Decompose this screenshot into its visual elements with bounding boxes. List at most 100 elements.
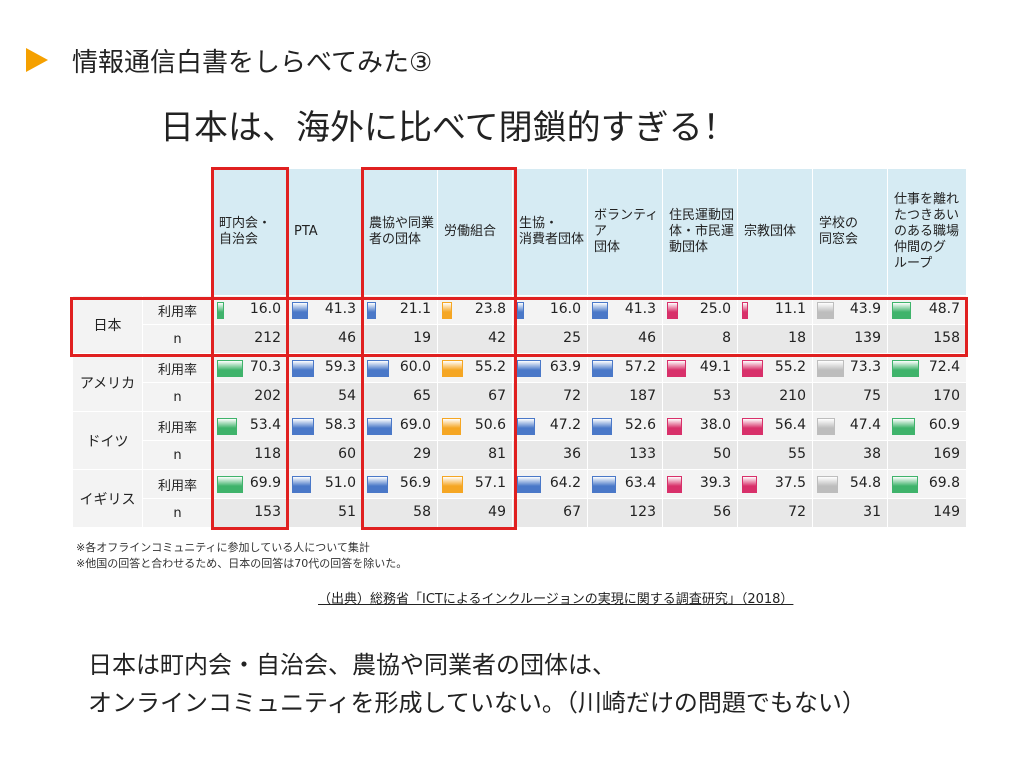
rate-bar [367,476,388,493]
n-value: 210 [779,388,806,404]
table-row: イギリス 利用率 69.9 51.0 56.9 57.1 64.2 63.4 39.3 37.5 5… [72,469,967,528]
rate-bar [517,418,535,435]
n-value: 46 [338,330,356,346]
n-value: 55 [788,446,806,462]
rate-value: 52.6 [624,417,656,433]
rate-bar [442,360,463,377]
rate-value: 38.0 [699,417,731,433]
rate-value: 39.3 [699,475,731,491]
column-header: ボランティア 団体 [587,168,663,296]
n-value: 56 [713,504,731,520]
rate-cell: 69.0 [362,411,438,441]
n-value: 18 [788,330,806,346]
n-cell: 50 [662,440,738,470]
n-value: 72 [788,504,806,520]
slide-heading-text: 情報通信白書をしらべてみた③ [72,47,433,78]
n-cell: 54 [287,382,363,412]
n-value: 212 [254,330,281,346]
rate-bar [442,418,461,435]
rate-cell: 39.3 [662,469,738,499]
rate-bar [292,360,314,377]
rate-cell: 56.4 [737,411,813,441]
column-header-label: 農協や同業 者の団体 [369,216,435,247]
rate-bar [742,360,763,377]
n-cell: 31 [812,498,888,528]
column-header: 住民運動団 体・市民運 動団体 [662,168,738,296]
n-cell: 67 [437,382,513,412]
rate-cell: 60.9 [887,411,967,441]
rate-bar [517,476,541,493]
n-value: 49 [488,504,506,520]
rate-bar [817,360,844,377]
n-cell: 212 [212,324,288,354]
triangle-bullet-icon [26,48,48,72]
rate-bar [517,302,524,319]
column-header-label: 学校の 同窓会 [819,216,859,247]
rate-value: 23.8 [474,301,506,317]
rate-bar [592,360,613,377]
n-value: 67 [563,504,581,520]
rate-cell: 57.1 [437,469,513,499]
rate-value: 51.0 [324,475,356,491]
rate-bar [667,302,678,319]
n-cell: 153 [212,498,288,528]
n-value: 118 [254,446,281,462]
n-cell: 118 [212,440,288,470]
n-value: 46 [638,330,656,346]
n-cell: 42 [437,324,513,354]
table-row: ドイツ 利用率 53.4 58.3 69.0 50.6 47.2 52.6 38.0 56.4 47… [72,411,967,470]
table-row: アメリカ 利用率 70.3 59.3 60.0 55.2 63.9 57.2 49.1 55.2 7… [72,353,967,412]
n-value: 8 [722,330,731,346]
rate-cell: 21.1 [362,295,438,325]
column-header: PTA [287,168,363,296]
country-label: 日本 [72,295,143,354]
n-cell: 18 [737,324,813,354]
rate-cell: 58.3 [287,411,363,441]
rate-cell: 38.0 [662,411,738,441]
rate-cell: 37.5 [737,469,813,499]
headline: 日本は、海外に比べて閉鎖的すぎる！ [160,108,737,148]
rate-value: 56.4 [774,417,806,433]
rate-bar [817,302,834,319]
rate-value: 63.9 [549,359,581,375]
rate-value: 57.2 [624,359,656,375]
rate-value: 58.3 [324,417,356,433]
n-cell: 210 [737,382,813,412]
table-notes: ※各オフラインコミュニティに参加している人について集計 ※他国の回答と合わせるた… [76,540,407,572]
rate-bar [217,418,237,435]
n-value: 187 [629,388,656,404]
rate-value: 41.3 [324,301,356,317]
column-header: 町内会・ 自治会 [212,168,288,296]
table-row: 日本 利用率 16.0 41.3 21.1 23.8 16.0 41.3 25.0 11.1 43.… [72,295,967,354]
rate-bar [892,418,915,435]
rate-value: 73.3 [849,359,881,375]
rate-cell: 11.1 [737,295,813,325]
rate-value: 70.3 [249,359,281,375]
n-value: 202 [254,388,281,404]
rate-bar [667,476,682,493]
rate-value: 47.2 [549,417,581,433]
rate-cell: 41.3 [287,295,363,325]
column-header-label: 労働組合 [444,224,497,239]
rate-value: 69.9 [249,475,281,491]
rate-cell: 47.4 [812,411,888,441]
rate-value: 25.0 [699,301,731,317]
rate-cell: 50.6 [437,411,513,441]
rate-cell: 64.2 [512,469,588,499]
n-cell: 65 [362,382,438,412]
rate-bar [367,418,392,435]
rate-cell: 47.2 [512,411,588,441]
rate-value: 60.0 [399,359,431,375]
column-header: 学校の 同窓会 [812,168,888,296]
rate-value: 21.1 [399,301,431,317]
n-cell: 149 [887,498,967,528]
rate-bar [817,418,835,435]
rate-value: 55.2 [774,359,806,375]
rate-cell: 48.7 [887,295,967,325]
n-value: 75 [863,388,881,404]
n-cell: 53 [662,382,738,412]
column-header-label: PTA [294,224,318,239]
metric-label-rate: 利用率 [142,469,213,499]
rate-bar [592,476,616,493]
rate-cell: 51.0 [287,469,363,499]
